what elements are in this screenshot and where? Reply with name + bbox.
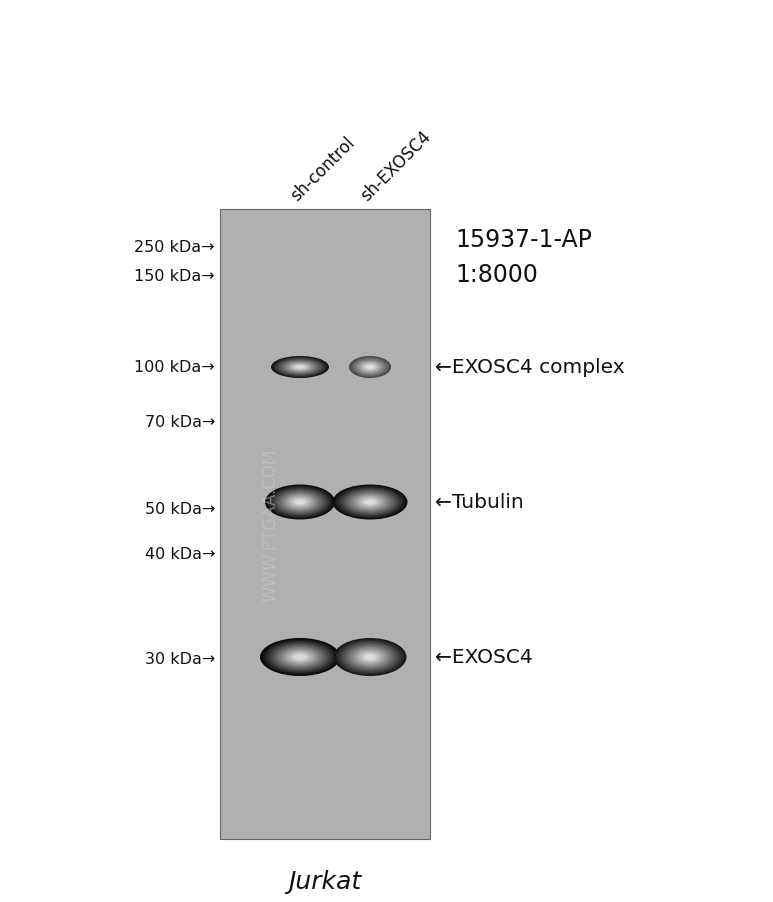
Ellipse shape [276, 491, 324, 514]
Ellipse shape [353, 649, 386, 666]
Ellipse shape [357, 361, 383, 374]
Ellipse shape [278, 647, 322, 667]
Text: WWW.PTGAA.COM: WWW.PTGAA.COM [261, 448, 279, 601]
Ellipse shape [281, 649, 318, 666]
Ellipse shape [363, 364, 376, 371]
Ellipse shape [289, 497, 311, 508]
Ellipse shape [273, 357, 327, 378]
Ellipse shape [356, 496, 384, 509]
Ellipse shape [354, 359, 386, 376]
Text: sh-control: sh-control [288, 133, 359, 205]
Text: ←EXOSC4: ←EXOSC4 [435, 648, 533, 667]
Ellipse shape [287, 363, 313, 373]
Ellipse shape [281, 493, 318, 511]
Ellipse shape [365, 655, 376, 660]
Ellipse shape [362, 499, 379, 506]
Ellipse shape [359, 497, 381, 508]
Ellipse shape [349, 356, 391, 379]
Ellipse shape [294, 365, 307, 370]
Ellipse shape [289, 364, 311, 372]
Ellipse shape [345, 644, 395, 670]
Ellipse shape [282, 361, 318, 374]
Ellipse shape [295, 366, 305, 369]
Ellipse shape [273, 489, 327, 516]
Ellipse shape [356, 650, 384, 665]
Ellipse shape [344, 491, 396, 514]
Text: 50 kDa→: 50 kDa→ [145, 502, 215, 517]
Text: 1:8000: 1:8000 [455, 262, 538, 287]
Ellipse shape [341, 489, 399, 516]
Ellipse shape [352, 494, 387, 511]
Ellipse shape [352, 358, 388, 377]
Text: 250 kDa→: 250 kDa→ [135, 240, 215, 255]
Text: ←EXOSC4 complex: ←EXOSC4 complex [435, 358, 625, 377]
Ellipse shape [339, 641, 401, 673]
Ellipse shape [266, 641, 334, 673]
Ellipse shape [359, 651, 381, 663]
Ellipse shape [284, 650, 315, 665]
Ellipse shape [271, 488, 329, 517]
Ellipse shape [284, 494, 316, 511]
Ellipse shape [333, 639, 407, 676]
Ellipse shape [284, 362, 315, 373]
Text: 15937-1-AP: 15937-1-AP [455, 227, 592, 252]
Ellipse shape [367, 366, 373, 369]
Ellipse shape [263, 640, 337, 675]
Ellipse shape [294, 655, 306, 660]
Ellipse shape [275, 646, 325, 669]
Text: 100 kDa→: 100 kDa→ [135, 360, 215, 375]
Ellipse shape [339, 488, 402, 517]
Ellipse shape [348, 646, 393, 669]
Text: Jurkat: Jurkat [288, 869, 362, 893]
Ellipse shape [271, 356, 329, 379]
Ellipse shape [356, 360, 384, 375]
Ellipse shape [269, 643, 331, 672]
Ellipse shape [292, 499, 308, 506]
Ellipse shape [267, 486, 332, 519]
Text: 150 kDa→: 150 kDa→ [135, 269, 215, 284]
Text: 30 kDa→: 30 kDa→ [145, 652, 215, 667]
Ellipse shape [336, 640, 404, 675]
Text: 40 kDa→: 40 kDa→ [145, 547, 215, 562]
Ellipse shape [360, 363, 380, 373]
Ellipse shape [275, 358, 325, 377]
Ellipse shape [350, 647, 390, 667]
Text: sh-EXOSC4: sh-EXOSC4 [357, 127, 434, 205]
Text: 70 kDa→: 70 kDa→ [145, 415, 215, 430]
Ellipse shape [278, 492, 322, 513]
Ellipse shape [291, 653, 309, 661]
Ellipse shape [332, 485, 407, 520]
Ellipse shape [260, 639, 340, 676]
Ellipse shape [359, 362, 381, 373]
Ellipse shape [335, 486, 404, 519]
Ellipse shape [287, 496, 313, 509]
Ellipse shape [295, 500, 305, 505]
Ellipse shape [350, 493, 390, 511]
Ellipse shape [288, 651, 312, 663]
Ellipse shape [272, 644, 328, 670]
Ellipse shape [265, 485, 335, 520]
Ellipse shape [347, 492, 393, 513]
Ellipse shape [291, 364, 309, 371]
Ellipse shape [351, 357, 390, 378]
Ellipse shape [278, 359, 322, 376]
Ellipse shape [280, 360, 320, 375]
Ellipse shape [365, 365, 375, 370]
Ellipse shape [342, 643, 398, 672]
Ellipse shape [364, 500, 376, 505]
Ellipse shape [362, 364, 378, 372]
Ellipse shape [362, 653, 378, 661]
Bar [220, 210, 430, 839]
Text: ←Tubulin: ←Tubulin [435, 493, 524, 512]
